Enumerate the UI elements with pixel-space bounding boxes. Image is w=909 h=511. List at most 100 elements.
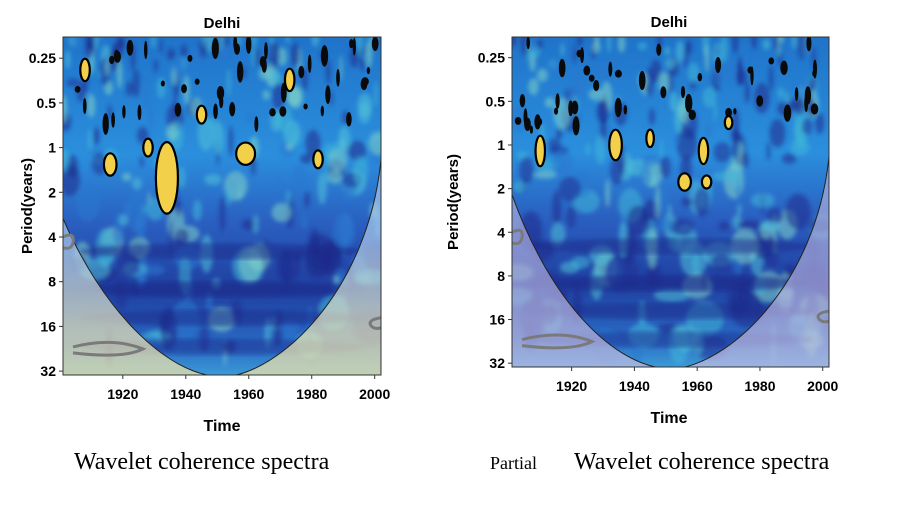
texture-blob [125, 81, 134, 97]
significance-spike [245, 37, 252, 54]
texture-blob [70, 37, 80, 51]
texture-blob [365, 40, 373, 68]
texture-blob [560, 43, 565, 56]
texture-blob [111, 37, 119, 42]
significance-spike [614, 69, 622, 78]
significance-spike [534, 114, 541, 130]
texture-blob [156, 77, 166, 99]
significance-spike [360, 78, 368, 91]
significance-spike [538, 118, 543, 126]
texture-blob [766, 207, 784, 225]
texture-blob [251, 41, 255, 67]
texture-blob [303, 192, 311, 208]
texture-blob [66, 154, 79, 178]
significant-region [142, 137, 154, 158]
texture-blob [659, 139, 663, 161]
texture-blob [333, 140, 344, 150]
significance-spike [122, 105, 126, 119]
texture-blob [549, 56, 561, 76]
texture-blob [687, 62, 700, 84]
y-tick-label: 0.5 [486, 93, 506, 109]
x-tick-label: 1920 [107, 386, 138, 402]
coi-contour [521, 333, 596, 350]
significance-spike [137, 104, 142, 121]
significance-spike [233, 37, 238, 52]
texture-blob [742, 40, 748, 66]
texture-blob [174, 228, 190, 248]
significance-spike [113, 50, 121, 63]
significant-region [697, 136, 710, 166]
significance-spike [555, 93, 560, 109]
significance-spike [688, 109, 696, 121]
texture-blob [226, 185, 233, 205]
x-tick-label: 1980 [744, 378, 775, 394]
texture-blob [673, 135, 680, 145]
significance-spike [144, 40, 148, 60]
texture-blob [713, 101, 717, 121]
significance-spike [74, 85, 81, 93]
texture-blob [63, 148, 70, 173]
significance-spike [526, 37, 530, 50]
texture-blob [143, 81, 150, 111]
texture-blob [353, 156, 369, 187]
texture-blob [659, 156, 671, 179]
texture-blob [728, 56, 735, 84]
significance-spike [352, 37, 356, 56]
y-tick-label: 1 [48, 140, 56, 156]
left-caption: Wavelet coherence spectra [74, 449, 330, 475]
coi-contour [368, 316, 381, 330]
significant-region [723, 114, 734, 131]
texture-blob [207, 118, 218, 130]
significance-spike [794, 87, 799, 102]
texture-blob [797, 37, 807, 60]
coi-contour [63, 233, 75, 250]
significance-spike [697, 72, 703, 82]
texture-blob [556, 127, 563, 140]
significance-spike [593, 79, 600, 92]
left-chart-title: Delhi [204, 15, 241, 32]
significance-spike [111, 112, 115, 128]
texture-blob [605, 179, 611, 208]
texture-blob [281, 250, 291, 292]
texture-blob [750, 193, 775, 208]
texture-blob [290, 129, 298, 147]
texture-blob [250, 37, 258, 46]
significant-region [154, 141, 180, 215]
right-y-axis-label: Period(years) [445, 154, 462, 250]
texture-blob [550, 222, 566, 246]
texture-blob [150, 37, 157, 49]
texture-blob [588, 88, 604, 101]
texture-blob [533, 170, 557, 179]
texture-blob [368, 131, 381, 155]
texture-blob [166, 48, 176, 60]
x-tick-label: 1960 [233, 386, 264, 402]
texture-blob [216, 180, 222, 196]
texture-blob [116, 38, 126, 50]
texture-blob [378, 37, 381, 45]
texture-blob [325, 59, 331, 85]
texture-blob [731, 37, 739, 54]
left-y-axis-label: Period(years) [19, 158, 36, 254]
y-tick-label: 16 [40, 318, 56, 334]
x-tick-label: 1940 [170, 386, 201, 402]
texture-blob [595, 135, 607, 165]
texture-blob [802, 118, 813, 136]
texture-blob [290, 42, 300, 68]
texture-blob [711, 252, 731, 273]
y-tick-label: 8 [497, 268, 505, 284]
texture-blob [617, 37, 626, 53]
texture-blob [763, 250, 780, 268]
texture-blob [116, 59, 123, 89]
texture-blob [268, 41, 280, 68]
y-tick-label: 2 [48, 184, 56, 200]
texture-blob [198, 38, 208, 58]
texture-blob [610, 156, 624, 185]
significance-spike [685, 93, 693, 113]
x-tick-label: 2000 [359, 386, 390, 402]
significance-spike [236, 61, 244, 83]
texture-blob [591, 41, 601, 54]
texture-blob [607, 37, 612, 53]
texture-blob [254, 48, 260, 67]
texture-blob [648, 108, 656, 126]
significance-spike [553, 107, 559, 115]
